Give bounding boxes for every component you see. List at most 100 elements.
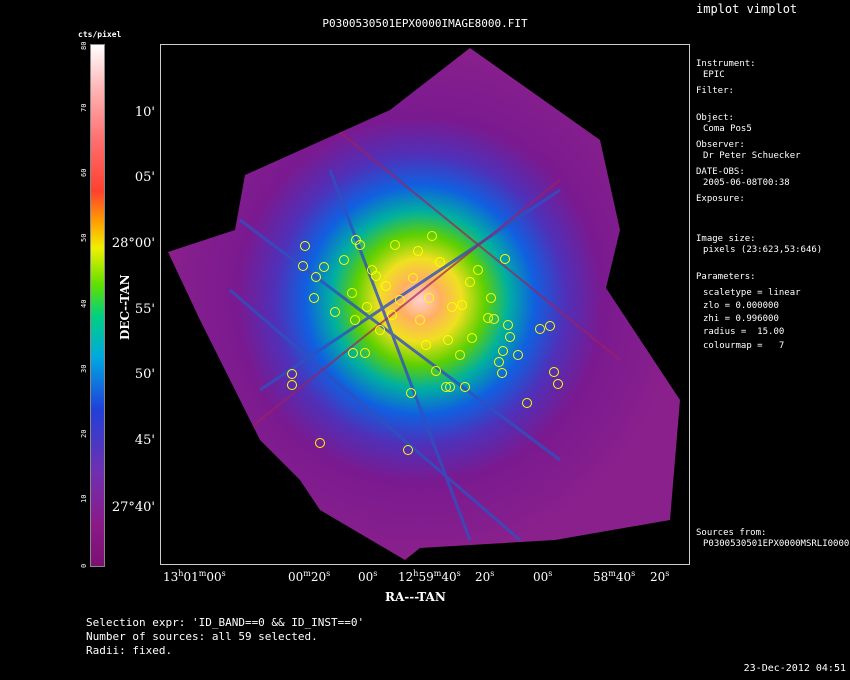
instrument-value: EPIC (703, 70, 725, 80)
param-radius: radius = 15.00 (703, 327, 785, 337)
y-tick-label: 28°00' (111, 236, 155, 251)
filter-label: Filter: (696, 86, 734, 96)
image-size-value: pixels (23:623,53:646) (703, 245, 823, 255)
source-circle (300, 241, 310, 251)
source-circle (445, 382, 455, 392)
source-circle (406, 388, 416, 398)
source-circle (549, 367, 559, 377)
source-circle (309, 293, 319, 303)
object-value: Coma Pos5 (703, 124, 752, 134)
x-tick-label: 58m40s (593, 569, 636, 584)
x-tick-label: 00s (533, 569, 553, 584)
radii-mode: Radii: fixed. (86, 644, 173, 657)
source-circle (390, 240, 400, 250)
x-tick-label: 12h59m40s (398, 569, 461, 584)
source-circle (360, 348, 370, 358)
source-circle (473, 265, 483, 275)
source-circle (362, 302, 372, 312)
source-circle (375, 325, 385, 335)
exposure-label: Exposure: (696, 194, 745, 204)
source-circle (315, 438, 325, 448)
y-tick-label: 10' (134, 105, 155, 120)
instrument-label: Instrument: (696, 59, 756, 69)
source-circle (460, 382, 470, 392)
source-circle (424, 293, 434, 303)
image-size-label: Image size: (696, 234, 756, 244)
source-circle (443, 335, 453, 345)
sources-value: P0300530501EPX0000MSRLI0000.F (703, 539, 850, 549)
source-circle (287, 380, 297, 390)
source-circle (483, 313, 493, 323)
source-circle (486, 293, 496, 303)
source-circle (431, 366, 441, 376)
source-circle (457, 300, 467, 310)
x-tick-label: 00s (358, 569, 378, 584)
x-tick-label: 00m20s (288, 569, 331, 584)
source-circle (415, 315, 425, 325)
source-circle (413, 246, 423, 256)
date-value: 2005-06-08T00:38 (703, 178, 790, 188)
x-tick-label: 13h01m00s (163, 569, 226, 584)
source-circle (535, 324, 545, 334)
source-count: Number of sources: all 59 selected. (86, 630, 318, 643)
y-tick-label: 05' (134, 170, 155, 185)
source-circle (427, 231, 437, 241)
source-circle (387, 310, 397, 320)
source-circle (435, 257, 445, 267)
colorbar (90, 44, 105, 567)
source-circle (503, 320, 513, 330)
source-circle (381, 281, 391, 291)
parameters-label: Parameters: (696, 272, 756, 282)
y-tick-label: 50' (134, 367, 155, 382)
source-circle (319, 262, 329, 272)
date-label: DATE-OBS: (696, 167, 745, 177)
y-tick-label: 45' (134, 433, 155, 448)
source-circle (339, 255, 349, 265)
param-zlo: zlo = 0.000000 (703, 301, 779, 311)
param-colourmap: colourmap = 7 (703, 341, 785, 351)
object-label: Object: (696, 113, 734, 123)
source-circle (348, 348, 358, 358)
source-circle (367, 265, 377, 275)
source-circle (421, 340, 431, 350)
source-circle (311, 272, 321, 282)
source-circle (498, 346, 508, 356)
sources-label: Sources from: (696, 528, 767, 538)
param-scaletype: scaletype = linear (703, 288, 801, 298)
source-circle (465, 277, 475, 287)
source-circle (403, 445, 413, 455)
source-circle (441, 382, 451, 392)
source-circle (522, 398, 532, 408)
source-circle (545, 321, 555, 331)
source-circle (513, 350, 523, 360)
selection-expr: Selection expr: 'ID_BAND==0 && ID_INST==… (86, 616, 365, 629)
plot-frame (160, 44, 690, 565)
source-circle (355, 240, 365, 250)
x-tick-label: 20s (475, 569, 495, 584)
source-circle (467, 333, 477, 343)
source-circle (553, 379, 563, 389)
source-circle (500, 254, 510, 264)
source-circle (489, 314, 499, 324)
colorbar-label: cts/pixel (78, 30, 122, 39)
y-tick-label: 55' (134, 302, 155, 317)
timestamp: 23-Dec-2012 04:51 (743, 663, 846, 674)
x-axis-title: RA---TAN (385, 590, 446, 604)
image-title: P0300530501EPX0000IMAGE8000.FIT (322, 17, 528, 30)
observer-value: Dr Peter Schuecker (703, 151, 801, 161)
param-zhi: zhi = 0.996000 (703, 314, 779, 324)
observer-label: Observer: (696, 140, 745, 150)
source-circle (494, 357, 504, 367)
source-circle (287, 369, 297, 379)
source-circle (395, 295, 405, 305)
source-circle (350, 315, 360, 325)
source-circles (287, 231, 563, 455)
source-circle (447, 302, 457, 312)
source-circle (298, 261, 308, 271)
source-circle (330, 307, 340, 317)
source-circle (408, 273, 418, 283)
source-circle (497, 368, 507, 378)
app-title: implot vimplot (696, 2, 798, 16)
source-circle (347, 288, 357, 298)
